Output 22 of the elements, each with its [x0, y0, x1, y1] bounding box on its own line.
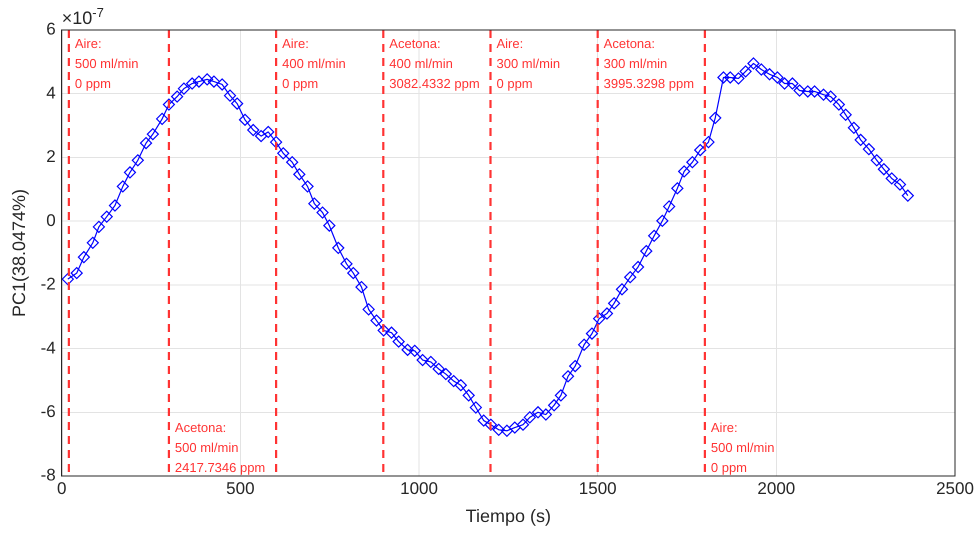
- annotation: Acetona: 400 ml/min 3082.4332 ppm: [389, 36, 480, 92]
- annotation: Aire: 500 ml/min 0 ppm: [74, 36, 138, 92]
- x-axis-title: Tiempo (s): [466, 506, 552, 526]
- x-tick-label: 1500: [578, 478, 617, 498]
- y-tick-label: -2: [40, 274, 56, 294]
- y-tick-label: 4: [46, 83, 56, 102]
- x-tick-label: 500: [226, 478, 255, 498]
- annotation: Acetona: 300 ml/min 3995.3298 ppm: [604, 36, 694, 92]
- x-tick-label: 2500: [936, 478, 974, 498]
- annotation: Aire: 400 ml/min 0 ppm: [282, 36, 346, 92]
- annotation: Aire: 300 ml/min 0 ppm: [496, 36, 560, 92]
- y-tick-label: -6: [40, 402, 56, 421]
- y-tick-label: 0: [46, 210, 56, 230]
- y-tick-label: 2: [46, 147, 56, 166]
- y-tick-label: -8: [40, 466, 56, 485]
- annotation: Aire: 500 ml/min 0 ppm: [710, 420, 774, 475]
- y-tick-label: 6: [46, 20, 56, 39]
- x-tick-label: 2000: [757, 478, 796, 498]
- y-tick-label: -4: [40, 338, 56, 358]
- annotation: Acetona: 500 ml/min 2417.7346 ppm: [174, 420, 266, 475]
- x-tick-label: 1000: [400, 478, 438, 498]
- y-axis-title: PC1(38.0474%): [8, 188, 29, 318]
